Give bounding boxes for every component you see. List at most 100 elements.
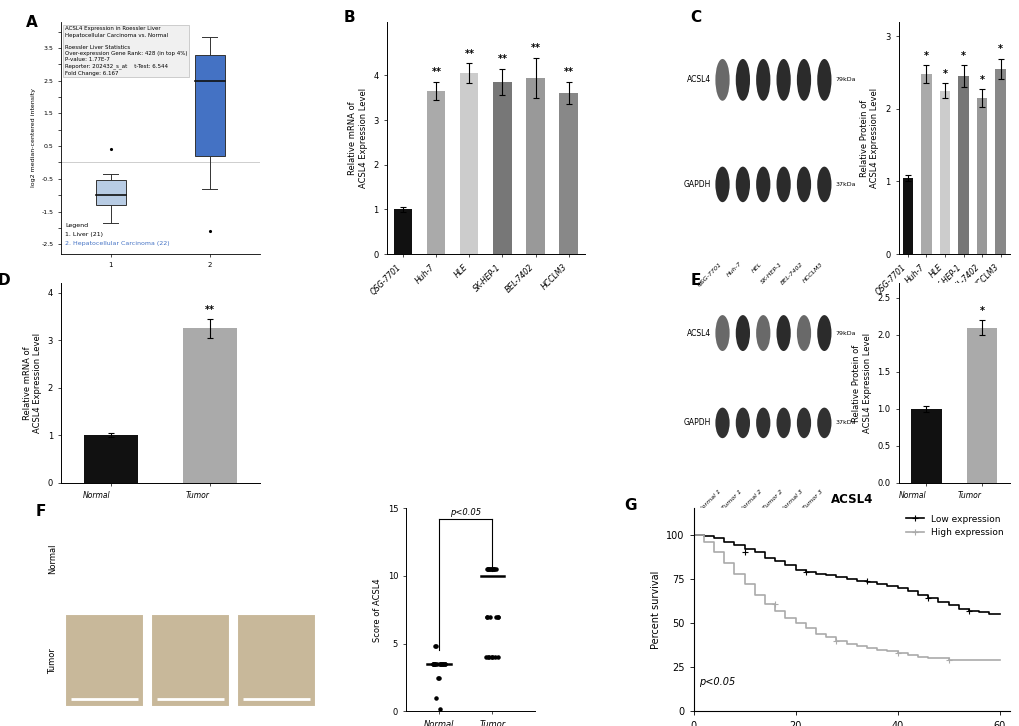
- High expression: [748, 590, 760, 599]
- Low expression: [942, 601, 954, 610]
- High expression: [707, 548, 719, 557]
- Text: Normal 3: Normal 3: [780, 489, 803, 513]
- Low expression: [993, 610, 1005, 619]
- Point: [424, 658, 440, 670]
- High expression: [870, 645, 882, 654]
- Point: [435, 658, 451, 670]
- Point: [481, 651, 497, 663]
- Bar: [84, 436, 138, 483]
- Text: Normal 1: Normal 1: [698, 489, 721, 513]
- Point: [484, 563, 500, 575]
- Text: C: C: [690, 10, 701, 25]
- Low expression: [758, 553, 770, 562]
- Text: ACSL4 Expression in Roessler Liver
Hepatocellular Carcinoma vs. Normal

Roessler: ACSL4 Expression in Roessler Liver Hepat…: [65, 26, 187, 76]
- Low expression: [819, 571, 832, 580]
- High expression: [779, 613, 791, 622]
- Point: [426, 658, 442, 670]
- Point: [431, 658, 447, 670]
- Low expression: [717, 537, 730, 546]
- Ellipse shape: [816, 315, 830, 351]
- Ellipse shape: [755, 315, 769, 351]
- High expression: [931, 654, 944, 663]
- Polygon shape: [64, 614, 144, 707]
- Point: [481, 611, 497, 622]
- Ellipse shape: [816, 167, 830, 202]
- Point: [425, 658, 441, 670]
- Text: **: **: [530, 43, 540, 53]
- High expression: [819, 633, 832, 642]
- Low expression: [860, 578, 872, 587]
- Text: GAPDH: GAPDH: [684, 418, 710, 428]
- Point: [479, 651, 495, 663]
- Point: [428, 640, 444, 652]
- Text: **: **: [564, 68, 573, 78]
- Text: Huh-7: Huh-7: [726, 261, 742, 278]
- Point: [488, 611, 504, 622]
- Text: ACSL4: ACSL4: [687, 76, 710, 84]
- Bar: [427, 91, 445, 254]
- Point: [484, 651, 500, 663]
- Ellipse shape: [816, 59, 830, 101]
- Ellipse shape: [796, 315, 810, 351]
- Point: [429, 672, 445, 683]
- Title: ACSL4: ACSL4: [829, 493, 872, 505]
- Text: HEL: HEL: [750, 261, 762, 273]
- Low expression: [911, 590, 923, 599]
- Low expression: [870, 580, 882, 589]
- Ellipse shape: [796, 407, 810, 439]
- Low expression: [931, 597, 944, 606]
- Text: p<0.05: p<0.05: [449, 508, 481, 517]
- Ellipse shape: [714, 315, 729, 351]
- Low expression: [697, 532, 709, 541]
- Y-axis label: Relative mRNA of
ACSL4 Expression Level: Relative mRNA of ACSL4 Expression Level: [347, 88, 367, 188]
- Point: [481, 563, 497, 575]
- Y-axis label: log2 median-centered intensity: log2 median-centered intensity: [31, 89, 36, 187]
- Polygon shape: [236, 614, 316, 707]
- Text: Legend: Legend: [65, 223, 89, 228]
- Text: Normal: Normal: [48, 544, 57, 574]
- Text: *: *: [978, 75, 983, 85]
- Low expression: [768, 557, 781, 566]
- Low expression: [728, 541, 740, 550]
- Text: GAPDH: GAPDH: [684, 180, 710, 189]
- Point: [479, 611, 495, 622]
- Text: **: **: [431, 68, 441, 78]
- Point: [434, 658, 450, 670]
- Point: [483, 651, 499, 663]
- High expression: [982, 656, 995, 664]
- Ellipse shape: [775, 315, 790, 351]
- Text: G: G: [624, 498, 636, 513]
- Ellipse shape: [796, 167, 810, 202]
- Point: [490, 611, 506, 622]
- Line: High expression: High expression: [693, 535, 999, 660]
- Point: [482, 563, 498, 575]
- Bar: [393, 209, 412, 254]
- High expression: [829, 637, 842, 645]
- Ellipse shape: [755, 167, 769, 202]
- Text: SK-HEP-1: SK-HEP-1: [759, 261, 783, 285]
- Text: D: D: [0, 273, 10, 288]
- Low expression: [779, 560, 791, 569]
- Polygon shape: [236, 716, 316, 726]
- Text: BEL-7402: BEL-7402: [779, 261, 803, 285]
- Ellipse shape: [816, 407, 830, 439]
- Ellipse shape: [714, 59, 729, 101]
- Low expression: [687, 531, 699, 539]
- High expression: [972, 656, 984, 664]
- Low expression: [972, 608, 984, 617]
- Line: Low expression: Low expression: [693, 535, 999, 614]
- Low expression: [880, 582, 893, 590]
- High expression: [717, 558, 730, 567]
- Text: *: *: [978, 306, 983, 316]
- Point: [478, 563, 494, 575]
- Text: **: **: [464, 49, 474, 59]
- Bar: [995, 69, 1005, 254]
- Bar: [526, 78, 544, 254]
- Bar: [195, 54, 224, 156]
- High expression: [768, 606, 781, 615]
- Text: 37kDa: 37kDa: [835, 420, 855, 425]
- Text: E: E: [690, 273, 700, 288]
- Text: Tumor 2: Tumor 2: [761, 489, 783, 510]
- Y-axis label: Relative Protein of
ACSL4 Expression Level: Relative Protein of ACSL4 Expression Lev…: [852, 333, 871, 433]
- Text: QSG-7701: QSG-7701: [696, 261, 721, 287]
